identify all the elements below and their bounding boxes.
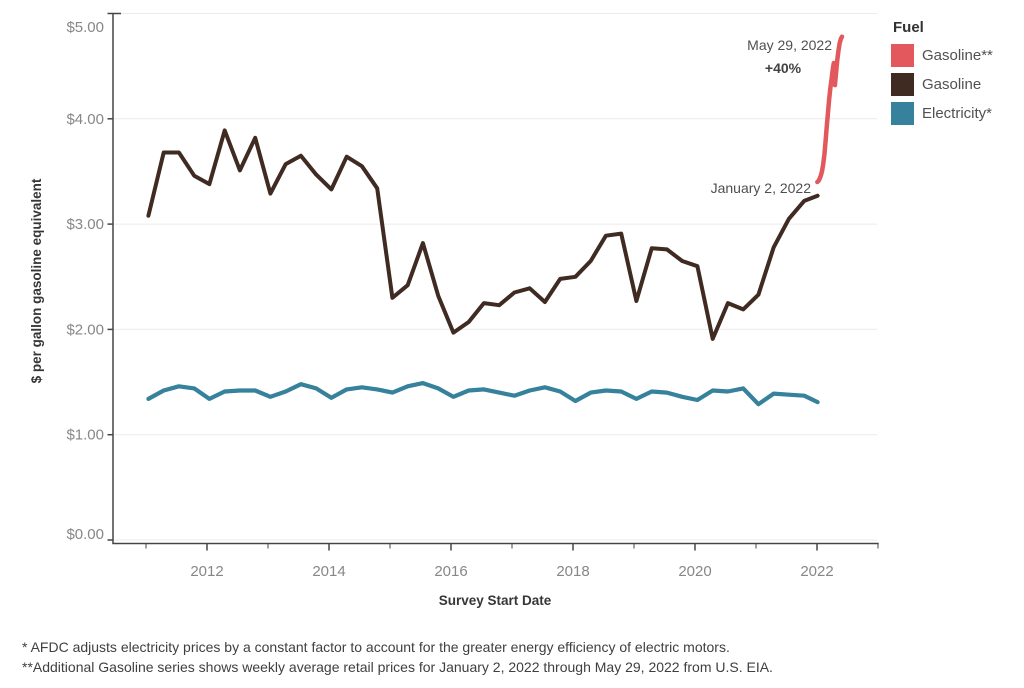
- y-axis-title: $ per gallon gasoline equivalent: [29, 178, 44, 383]
- legend-swatch: [891, 44, 914, 67]
- y-tick-label: $4.00: [66, 111, 104, 128]
- annotation-jan2-label: January 2, 2022: [711, 180, 812, 196]
- legend-item-label: Electricity*: [922, 105, 993, 122]
- legend-item-label: Gasoline: [922, 76, 982, 93]
- annotation-pct-change-label: +40%: [765, 60, 802, 76]
- x-tick-label: 2022: [800, 563, 833, 580]
- legend-title: Fuel: [893, 19, 924, 36]
- legend-swatch: [891, 73, 914, 96]
- legend-item-electricity[interactable]: Electricity*: [891, 102, 1021, 125]
- gridlines: [114, 13, 877, 541]
- x-tick-label: 2018: [556, 563, 589, 580]
- legend-items: Gasoline** Gasoline Electricity*: [891, 44, 1021, 125]
- y-tick-label: $3.00: [66, 216, 104, 233]
- legend-item-label: Gasoline**: [922, 47, 993, 64]
- footnote-electricity: * AFDC adjusts electricity prices by a c…: [22, 639, 730, 655]
- y-tick-label: $1.00: [66, 427, 104, 444]
- legend-item-gasoline[interactable]: Gasoline: [891, 73, 1021, 96]
- series-line-gasoline-weekly[interactable]: [815, 34, 845, 185]
- annotation-may29-label: May 29, 2022: [747, 37, 832, 53]
- y-tick-label: $5.00: [66, 19, 104, 36]
- x-tick-label: 2012: [190, 563, 223, 580]
- y-tick-label: $2.00: [66, 321, 104, 338]
- series-lines: [146, 34, 845, 407]
- series-line-electricity[interactable]: [146, 381, 820, 407]
- x-tick-label: 2020: [678, 563, 711, 580]
- legend: Fuel Gasoline** Gasoline Electricity*: [891, 18, 1021, 131]
- legend-item-gasoline[interactable]: Gasoline**: [891, 44, 1021, 67]
- axes: [107, 12, 879, 551]
- legend-swatch: [891, 102, 914, 125]
- y-tick-label: $0.00: [66, 526, 104, 543]
- footnote-gasoline-weekly: **Additional Gasoline series shows weekl…: [22, 658, 773, 675]
- footnotes: * AFDC adjusts electricity prices by a c…: [22, 638, 773, 677]
- tick-labels: $0.00 $1.00 $2.00 $3.00 $4.00 $5.00 2012 2014 20…: [66, 19, 833, 580]
- x-tick-label: 2016: [434, 563, 467, 580]
- x-tick-label: 2014: [312, 563, 345, 580]
- x-axis-title: Survey Start Date: [439, 593, 552, 608]
- series-line-gasoline[interactable]: [146, 128, 820, 341]
